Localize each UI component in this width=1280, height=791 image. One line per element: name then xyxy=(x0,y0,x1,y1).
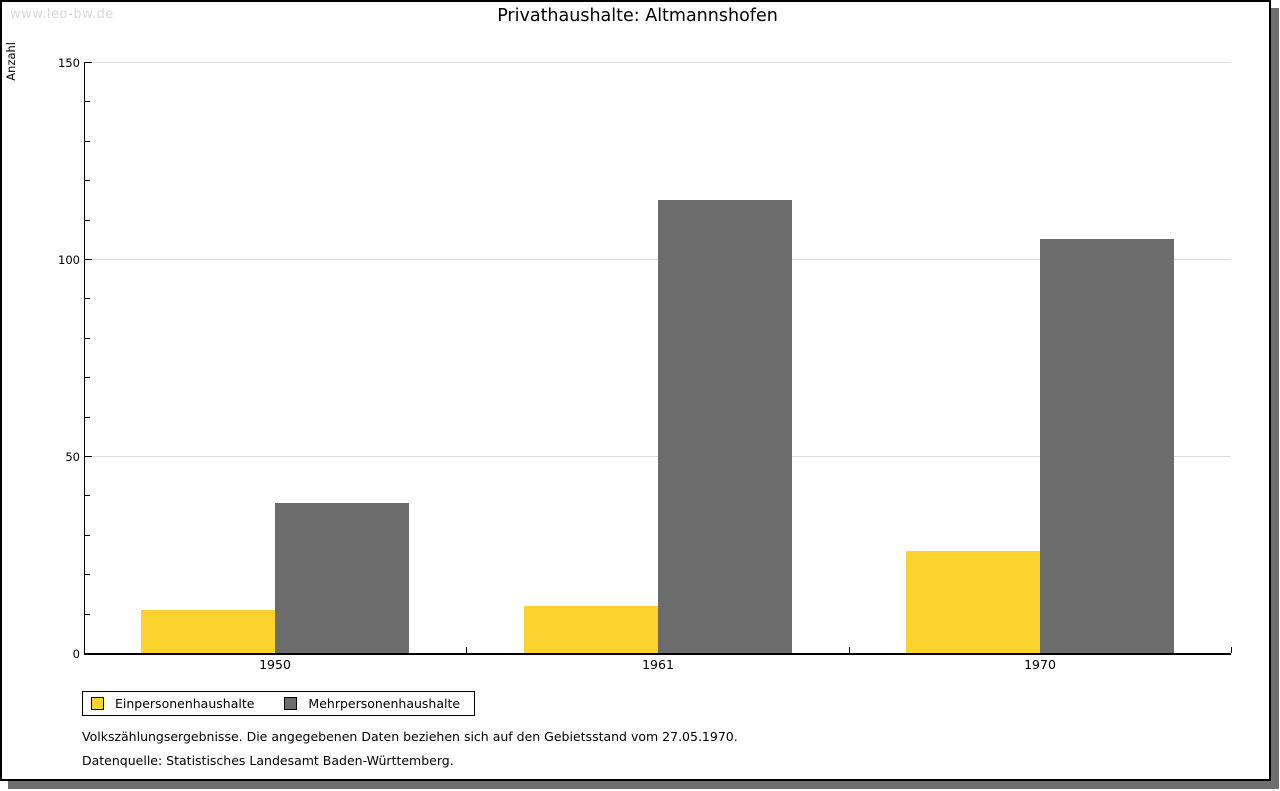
y-major-tick xyxy=(85,62,92,63)
y-minor-tick xyxy=(85,574,90,576)
y-minor-tick xyxy=(85,377,90,379)
legend-item-einpersonenhaushalte: Einpersonenhaushalte xyxy=(91,696,254,711)
y-minor-tick xyxy=(85,298,90,300)
footer-source: Datenquelle: Statistisches Landesamt Bad… xyxy=(82,753,454,768)
y-minor-tick xyxy=(85,140,90,142)
bar-mehrpersonenhaushalte-1970 xyxy=(1040,239,1174,653)
watermark: www.leo-bw.de xyxy=(10,7,114,22)
y-minor-tick xyxy=(85,613,90,615)
legend-label: Einpersonenhaushalte xyxy=(115,696,255,711)
x-boundary-tick xyxy=(466,647,467,653)
x-boundary-tick xyxy=(849,647,850,653)
y-minor-tick xyxy=(85,337,90,339)
legend-label: Mehrpersonenhaushalte xyxy=(308,696,461,711)
legend-item-mehrpersonenhaushalte: Mehrpersonenhaushalte xyxy=(284,696,460,711)
gridline-150 xyxy=(85,62,1231,63)
y-minor-tick xyxy=(85,495,90,497)
legend-swatch-mehrpersonenhaushalte xyxy=(284,697,298,710)
y-minor-tick xyxy=(85,101,90,103)
y-tick-label: 100 xyxy=(58,253,80,267)
y-tick-label: 150 xyxy=(58,56,80,70)
y-tick-label: 50 xyxy=(65,450,80,464)
bar-einpersonenhaushalte-1961 xyxy=(524,606,658,653)
x-axis xyxy=(84,653,1231,655)
x-category-label-1961: 1961 xyxy=(642,657,674,672)
chart-title: Privathaushalte: Altmannshofen xyxy=(497,6,778,26)
y-minor-tick xyxy=(85,219,90,221)
x-boundary-tick xyxy=(1231,647,1232,653)
bar-einpersonenhaushalte-1970 xyxy=(906,551,1040,653)
bar-mehrpersonenhaushalte-1950 xyxy=(275,503,409,653)
x-category-label-1970: 1970 xyxy=(1024,657,1056,672)
y-major-tick xyxy=(85,259,92,260)
bar-mehrpersonenhaushalte-1961 xyxy=(658,200,792,653)
y-minor-tick xyxy=(85,416,90,418)
footer-note: Volkszählungsergebnisse. Die angegebenen… xyxy=(82,729,738,744)
y-minor-tick xyxy=(85,180,90,182)
y-minor-tick xyxy=(85,534,90,536)
legend-swatch-einpersonenhaushalte xyxy=(91,697,104,710)
y-tick-label: 0 xyxy=(72,647,80,661)
y-major-tick xyxy=(85,456,92,457)
x-category-label-1950: 1950 xyxy=(259,657,291,672)
legend: Einpersonenhaushalte Mehrpersonenhaushal… xyxy=(82,691,476,716)
bar-einpersonenhaushalte-1950 xyxy=(141,610,275,653)
y-axis xyxy=(84,62,85,653)
